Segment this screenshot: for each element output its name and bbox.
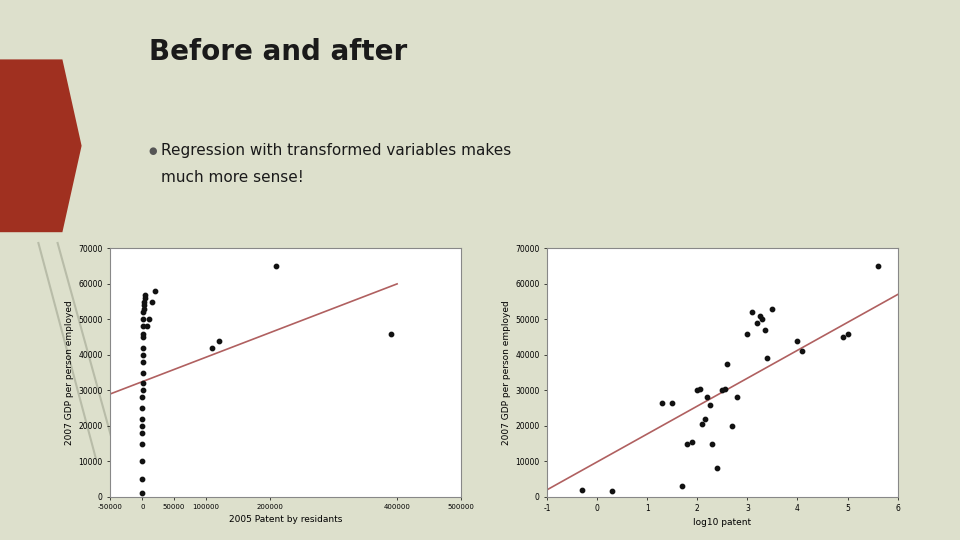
Point bbox=[840, 329, 855, 338]
Point bbox=[135, 368, 151, 377]
Point bbox=[137, 290, 153, 299]
Point bbox=[135, 308, 151, 316]
Point bbox=[605, 487, 620, 496]
Point bbox=[692, 384, 708, 393]
Point bbox=[705, 439, 720, 448]
Point bbox=[695, 420, 710, 428]
Point bbox=[204, 343, 220, 352]
Point bbox=[134, 386, 150, 395]
Point bbox=[211, 336, 227, 345]
Point bbox=[700, 393, 715, 402]
Point bbox=[689, 386, 705, 395]
Point bbox=[790, 336, 805, 345]
Text: Regression with transformed variables makes: Regression with transformed variables ma… bbox=[161, 143, 512, 158]
Point bbox=[139, 322, 155, 331]
Point bbox=[135, 322, 151, 331]
Point bbox=[136, 305, 152, 313]
Point bbox=[134, 429, 150, 437]
Point bbox=[697, 414, 712, 423]
Point bbox=[675, 482, 690, 490]
Point bbox=[134, 489, 150, 497]
Text: ●: ● bbox=[149, 146, 157, 156]
Point bbox=[135, 333, 151, 341]
Y-axis label: 2007 GDP per person employed: 2007 GDP per person employed bbox=[65, 300, 74, 445]
Text: Before and after: Before and after bbox=[149, 38, 407, 66]
Point bbox=[717, 384, 732, 393]
Polygon shape bbox=[0, 59, 82, 232]
Point bbox=[730, 393, 745, 402]
Point bbox=[745, 308, 760, 316]
Point bbox=[765, 305, 780, 313]
Point bbox=[147, 287, 162, 295]
Point bbox=[136, 301, 152, 309]
Point bbox=[134, 414, 150, 423]
Point bbox=[135, 315, 151, 323]
Point bbox=[835, 333, 851, 341]
Point bbox=[135, 329, 151, 338]
Point bbox=[755, 315, 770, 323]
Point bbox=[720, 360, 735, 368]
Point bbox=[757, 326, 773, 334]
Point bbox=[138, 294, 154, 302]
Point bbox=[135, 379, 151, 388]
Point bbox=[135, 343, 151, 352]
Point bbox=[664, 399, 680, 407]
Point bbox=[870, 262, 885, 271]
Point bbox=[714, 386, 730, 395]
Point bbox=[136, 298, 152, 306]
Point bbox=[795, 347, 810, 356]
Point bbox=[134, 404, 150, 413]
X-axis label: 2005 Patent by residants: 2005 Patent by residants bbox=[228, 515, 343, 524]
Text: much more sense!: much more sense! bbox=[161, 170, 304, 185]
Point bbox=[134, 475, 150, 483]
Point bbox=[383, 329, 398, 338]
Point bbox=[134, 439, 150, 448]
X-axis label: log10 patent: log10 patent bbox=[693, 518, 752, 526]
Point bbox=[759, 354, 775, 363]
Point bbox=[750, 319, 765, 327]
Point bbox=[655, 399, 670, 407]
Point bbox=[702, 400, 717, 409]
Point bbox=[134, 457, 150, 465]
Point bbox=[141, 315, 156, 323]
Point bbox=[144, 298, 159, 306]
Point bbox=[753, 312, 768, 320]
Point bbox=[684, 437, 700, 446]
Point bbox=[135, 357, 151, 366]
Point bbox=[725, 422, 740, 430]
Point bbox=[134, 422, 150, 430]
Point bbox=[134, 393, 150, 402]
Point bbox=[269, 262, 284, 271]
Point bbox=[740, 329, 756, 338]
Point bbox=[574, 485, 589, 494]
Y-axis label: 2007 GDP per person employed: 2007 GDP per person employed bbox=[502, 300, 511, 445]
Point bbox=[135, 350, 151, 359]
Point bbox=[680, 439, 695, 448]
Point bbox=[709, 464, 725, 472]
